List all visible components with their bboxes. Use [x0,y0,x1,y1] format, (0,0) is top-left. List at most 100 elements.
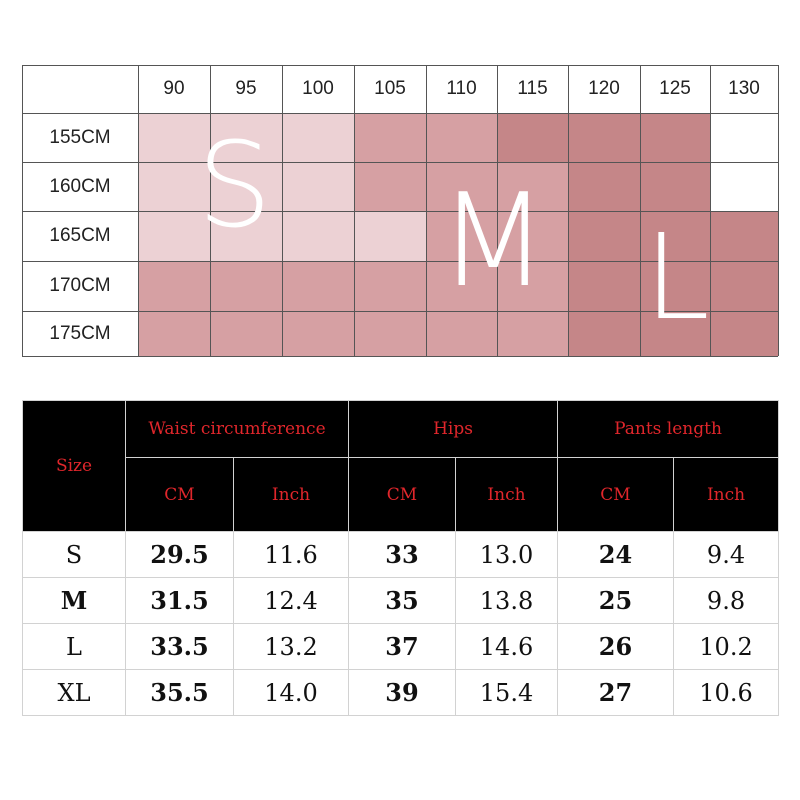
value-cell: 24 [557,531,674,578]
waist-header: 110 [446,78,477,99]
group-header-hips: Hips [348,400,558,458]
size-cell: M [22,577,126,624]
grid-cell [138,261,210,311]
grid-cell [138,211,210,261]
unit-header: Inch [455,457,558,532]
size-zone-m: M [438,167,549,316]
value-cell: 13.2 [233,623,349,670]
grid-cell [354,162,426,211]
height-label: 160CM [49,176,111,197]
height-label: 170CM [49,275,111,296]
value-cell: 10.2 [672,623,780,670]
value-cell: 12.4 [233,577,349,624]
size-zone-s: S [197,116,272,254]
grid-cell [210,211,282,261]
size-cell: S [22,531,126,578]
size-measurement-table: Size Waist circumference Hips Pants leng… [22,400,780,716]
grid-cell [710,113,778,162]
grid-cell [354,261,426,311]
height-label: 165CM [49,225,111,246]
grid-cell [640,311,710,356]
waist-header: 95 [235,78,257,99]
value-cell: 29.5 [125,531,234,578]
grid-cell [568,311,640,356]
grid-cell [354,113,426,162]
grid-cell [426,113,497,162]
grid-cell [568,261,640,311]
grid-cell [497,211,568,261]
table-row: XL 35.5 14.0 39 15.4 27 10.6 [22,669,780,716]
grid-cell [138,113,210,162]
grid-cell [354,211,426,261]
grid-cell [426,261,497,311]
grid-cell [210,261,282,311]
table-row: S 29.5 11.6 33 13.0 24 9.4 [22,531,780,578]
waist-header: 120 [588,78,620,99]
value-cell: 37 [348,623,456,670]
waist-header: 125 [659,78,691,99]
size-header: Size [22,400,126,532]
grid-cell [568,162,640,211]
grid-cell [568,211,640,261]
grid-cell [210,162,282,211]
grid-cell [210,311,282,356]
value-cell: 10.6 [672,669,780,716]
value-cell: 9.4 [672,531,780,578]
size-grid-lines [22,65,779,357]
grid-cell [282,162,354,211]
waist-header: 115 [517,78,548,99]
grid-cell [710,261,778,311]
value-cell: 33 [348,531,456,578]
value-cell: 31.5 [125,577,234,624]
grid-cell [568,113,640,162]
group-header-waist: Waist circumference [125,400,349,458]
grid-cell [497,162,568,211]
unit-header: CM [557,457,674,532]
value-cell: 13.0 [455,531,558,578]
grid-cell [640,211,710,261]
grid-cell [282,311,354,356]
waist-header: 100 [302,78,334,99]
grid-cell [282,261,354,311]
unit-header: Inch [672,457,780,532]
grid-cell [497,311,568,356]
value-cell: 35 [348,577,456,624]
height-label: 155CM [49,127,111,148]
grid-cell [497,261,568,311]
table-row: L 33.5 13.2 37 14.6 26 10.2 [22,623,780,670]
value-cell: 33.5 [125,623,234,670]
value-cell: 9.8 [672,577,780,624]
value-cell: 15.4 [455,669,558,716]
grid-cell [282,113,354,162]
value-cell: 35.5 [125,669,234,716]
waist-header: 90 [163,78,185,99]
unit-header: Inch [233,457,349,532]
unit-header: CM [348,457,456,532]
value-cell: 39 [348,669,456,716]
waist-header: 130 [728,78,760,99]
value-cell: 14.6 [455,623,558,670]
grid-cell [426,311,497,356]
group-header-pants-length: Pants length [556,400,780,458]
value-cell: 26 [557,623,674,670]
grid-cell [210,113,282,162]
grid-cell [640,162,710,211]
grid-cell [426,162,497,211]
height-label: 175CM [49,323,111,344]
unit-header: CM [125,457,234,532]
value-cell: 27 [557,669,674,716]
grid-cell [426,211,497,261]
grid-cell [497,113,568,162]
value-cell: 11.6 [233,531,349,578]
size-cell: L [22,623,126,670]
waist-header: 105 [374,78,406,99]
grid-cell [282,211,354,261]
grid-cell [138,311,210,356]
grid-cell [138,162,210,211]
grid-cell [710,311,778,356]
value-cell: 13.8 [455,577,558,624]
grid-cell [710,211,778,261]
grid-cell [710,162,778,211]
value-cell: 14.0 [233,669,349,716]
grid-cell [354,311,426,356]
